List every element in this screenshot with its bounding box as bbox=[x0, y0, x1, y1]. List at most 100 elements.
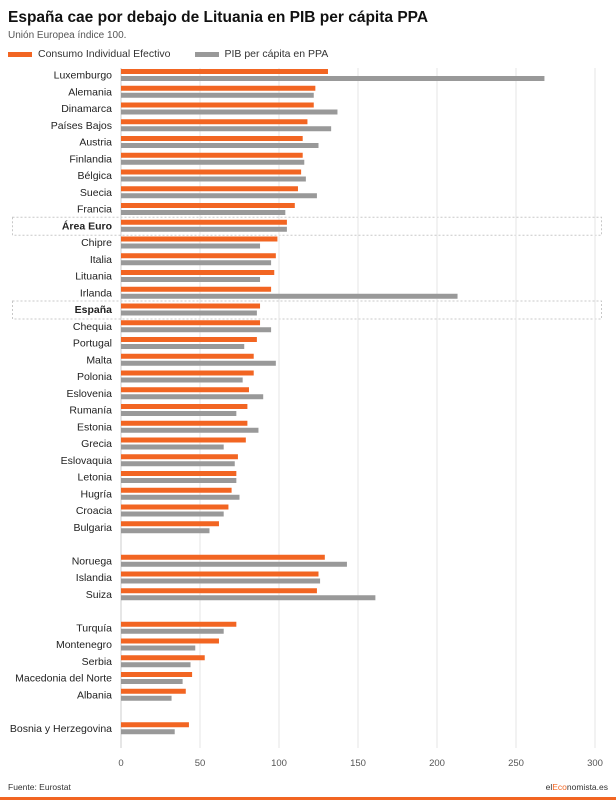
bar-consumo bbox=[121, 638, 219, 644]
bar-pib bbox=[121, 561, 347, 567]
x-tick-label: 200 bbox=[429, 758, 445, 769]
category-label: Finlandia bbox=[69, 153, 112, 165]
bar-consumo bbox=[121, 353, 254, 359]
bar-consumo bbox=[121, 85, 316, 91]
category-label: Serbia bbox=[82, 656, 113, 668]
bar-pib bbox=[121, 260, 272, 266]
bar-pib bbox=[121, 243, 261, 249]
bar-consumo bbox=[121, 387, 249, 393]
bar-consumo bbox=[121, 152, 303, 158]
bar-pib bbox=[121, 126, 332, 132]
legend-item-consumo: Consumo Individual Efectivo bbox=[8, 48, 171, 60]
bar-pib bbox=[121, 210, 286, 215]
x-tick-label: 0 bbox=[118, 758, 123, 769]
brand-logo: elEconomista.es bbox=[546, 782, 608, 792]
bar-consumo bbox=[121, 672, 193, 677]
bar-pib bbox=[121, 377, 243, 383]
category-label: Países Bajos bbox=[51, 120, 112, 132]
bar-consumo bbox=[121, 320, 261, 326]
bar-consumo bbox=[121, 337, 257, 342]
category-label: Bulgaria bbox=[73, 522, 112, 534]
bar-consumo bbox=[121, 119, 308, 125]
category-label: Rumanía bbox=[69, 405, 112, 417]
bar-consumo bbox=[121, 437, 246, 443]
bar-pib bbox=[121, 444, 224, 450]
bar-pib bbox=[121, 327, 272, 333]
bar-consumo bbox=[121, 286, 272, 292]
bar-consumo bbox=[121, 588, 317, 594]
bar-consumo bbox=[121, 69, 328, 74]
category-label: Chequia bbox=[73, 321, 112, 333]
bar-consumo bbox=[121, 370, 254, 376]
category-label: Turquía bbox=[76, 622, 112, 634]
bar-pib bbox=[121, 679, 183, 684]
bar-consumo bbox=[121, 554, 325, 560]
bar-consumo bbox=[121, 303, 261, 309]
bar-consumo bbox=[121, 655, 205, 661]
category-label: Noruega bbox=[72, 555, 112, 567]
category-label: Montenegro bbox=[56, 639, 112, 651]
bar-pib bbox=[121, 109, 338, 115]
x-tick-label: 50 bbox=[195, 758, 206, 769]
bar-consumo bbox=[121, 420, 248, 426]
category-label: Lituania bbox=[75, 271, 112, 283]
bar-pib bbox=[121, 293, 458, 299]
chart-subtitle: Unión Europea índice 100. bbox=[8, 30, 127, 41]
bar-consumo bbox=[121, 504, 229, 510]
bar-consumo bbox=[121, 621, 237, 627]
bar-consumo bbox=[121, 270, 275, 275]
category-label: Alemania bbox=[68, 86, 112, 98]
bar-pib bbox=[121, 277, 261, 282]
category-label: Irlanda bbox=[80, 287, 112, 299]
bar-consumo bbox=[121, 136, 303, 141]
category-label: Macedonia del Norte bbox=[15, 673, 112, 685]
legend-item-pib: PIB per cápita en PPA bbox=[194, 48, 329, 60]
category-label: Letonia bbox=[78, 472, 113, 484]
bar-pib bbox=[121, 478, 237, 483]
bar-consumo bbox=[121, 169, 302, 175]
category-label: Eslovaquia bbox=[61, 455, 113, 467]
x-tick-label: 100 bbox=[271, 758, 287, 769]
bar-pib bbox=[121, 511, 224, 517]
category-label: España bbox=[75, 304, 113, 316]
category-label: Suiza bbox=[86, 589, 112, 601]
bar-pib bbox=[121, 76, 545, 81]
bar-consumo bbox=[121, 219, 287, 225]
category-label: Chipre bbox=[81, 237, 112, 249]
bar-consumo bbox=[121, 471, 237, 476]
x-tick-label: 250 bbox=[508, 758, 524, 769]
bar-pib bbox=[121, 143, 319, 148]
category-label: Bélgica bbox=[78, 170, 113, 182]
legend-swatch-consumo bbox=[8, 51, 32, 57]
bar-consumo bbox=[121, 404, 248, 409]
brand-text-pre: el bbox=[545, 782, 553, 792]
category-label: Eslovenia bbox=[66, 388, 112, 400]
category-label: Dinamarca bbox=[61, 103, 112, 115]
bar-pib bbox=[121, 344, 245, 349]
bar-pib bbox=[121, 628, 224, 634]
category-label: Islandia bbox=[76, 572, 112, 584]
category-label: Croacia bbox=[76, 505, 112, 517]
bar-consumo bbox=[121, 102, 314, 108]
category-label: Bosnia y Herzegovina bbox=[10, 723, 112, 735]
bar-pib bbox=[121, 411, 237, 416]
category-label: Hugría bbox=[80, 488, 112, 500]
category-label: Albania bbox=[77, 689, 112, 701]
category-label: Malta bbox=[86, 354, 112, 366]
legend-label-pib: PIB per cápita en PPA bbox=[224, 48, 329, 60]
x-tick-label: 150 bbox=[350, 758, 366, 769]
bar-pib bbox=[121, 461, 235, 467]
brand-text-post: nomista.es bbox=[566, 782, 608, 792]
legend-swatch-pib bbox=[194, 51, 219, 57]
category-label: Área Euro bbox=[62, 219, 112, 232]
category-label: Grecia bbox=[81, 438, 112, 450]
bar-pib bbox=[121, 595, 376, 601]
bar-consumo bbox=[121, 253, 276, 259]
bar-consumo bbox=[121, 186, 298, 192]
bar-pib bbox=[121, 193, 317, 199]
source-note: Fuente: Eurostat bbox=[8, 782, 71, 792]
bar-consumo bbox=[121, 487, 232, 493]
category-label: Portugal bbox=[73, 338, 112, 350]
category-label: Austria bbox=[79, 137, 112, 149]
